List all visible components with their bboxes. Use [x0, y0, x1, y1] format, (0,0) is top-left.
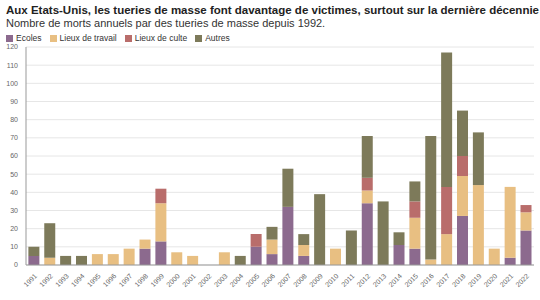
svg-text:2017: 2017: [435, 272, 451, 288]
svg-text:100: 100: [6, 80, 18, 87]
svg-text:2020: 2020: [483, 272, 499, 288]
svg-text:2015: 2015: [403, 272, 419, 288]
svg-text:2004: 2004: [229, 272, 245, 288]
svg-text:2022: 2022: [514, 272, 530, 288]
svg-text:1993: 1993: [54, 272, 70, 288]
svg-text:2006: 2006: [260, 272, 276, 288]
svg-text:1997: 1997: [117, 272, 133, 288]
svg-text:2002: 2002: [197, 272, 213, 288]
svg-text:2005: 2005: [244, 272, 260, 288]
svg-text:40: 40: [10, 189, 18, 196]
html-text:Ecoles: Ecoles: [16, 33, 42, 43]
svg-text:2003: 2003: [213, 272, 229, 288]
svg-text:80: 80: [10, 116, 18, 123]
html-text:Autres: Autres: [205, 33, 230, 43]
svg-text:2001: 2001: [181, 272, 197, 288]
svg-text:2014: 2014: [387, 272, 403, 288]
svg-text:1995: 1995: [86, 272, 102, 288]
svg-text:2012: 2012: [356, 272, 372, 288]
svg-text:110: 110: [7, 62, 18, 69]
svg-text:50: 50: [10, 171, 18, 178]
svg-text:70: 70: [10, 134, 18, 141]
svg-text:2013: 2013: [371, 272, 387, 288]
svg-text:2010: 2010: [324, 272, 340, 288]
html-text:Lieux de travail: Lieux de travail: [59, 33, 117, 43]
svg-text:1992: 1992: [38, 272, 54, 288]
svg-text:2011: 2011: [340, 272, 356, 288]
svg-text:1998: 1998: [133, 272, 149, 288]
svg-text:2021: 2021: [498, 272, 514, 288]
svg-text:1994: 1994: [70, 272, 86, 288]
svg-text:2008: 2008: [292, 272, 308, 288]
svg-text:20: 20: [10, 225, 18, 232]
svg-text:1999: 1999: [149, 272, 165, 288]
svg-text:1996: 1996: [102, 272, 118, 288]
svg-text:30: 30: [10, 207, 18, 214]
svg-text:60: 60: [10, 152, 18, 159]
html-text:Lieux de culte: Lieux de culte: [134, 33, 188, 43]
svg-text:90: 90: [10, 98, 18, 105]
svg-text:2018: 2018: [451, 272, 467, 288]
svg-text:0: 0: [14, 261, 18, 268]
html-text:Aux Etats-Unis, les tueries de: Aux Etats-Unis, les tueries de masse fon…: [6, 4, 539, 16]
svg-text:2009: 2009: [308, 272, 324, 288]
svg-text:1991: 1991: [22, 272, 38, 288]
svg-text:2007: 2007: [276, 272, 292, 288]
svg-text:2016: 2016: [419, 272, 435, 288]
svg-text:2019: 2019: [467, 272, 483, 288]
svg-text:10: 10: [10, 243, 18, 250]
svg-text:2000: 2000: [165, 272, 181, 288]
html-text:Nombre de morts annuels par de: Nombre de morts annuels par des tueries …: [6, 17, 326, 29]
svg-text:120: 120: [6, 43, 18, 50]
